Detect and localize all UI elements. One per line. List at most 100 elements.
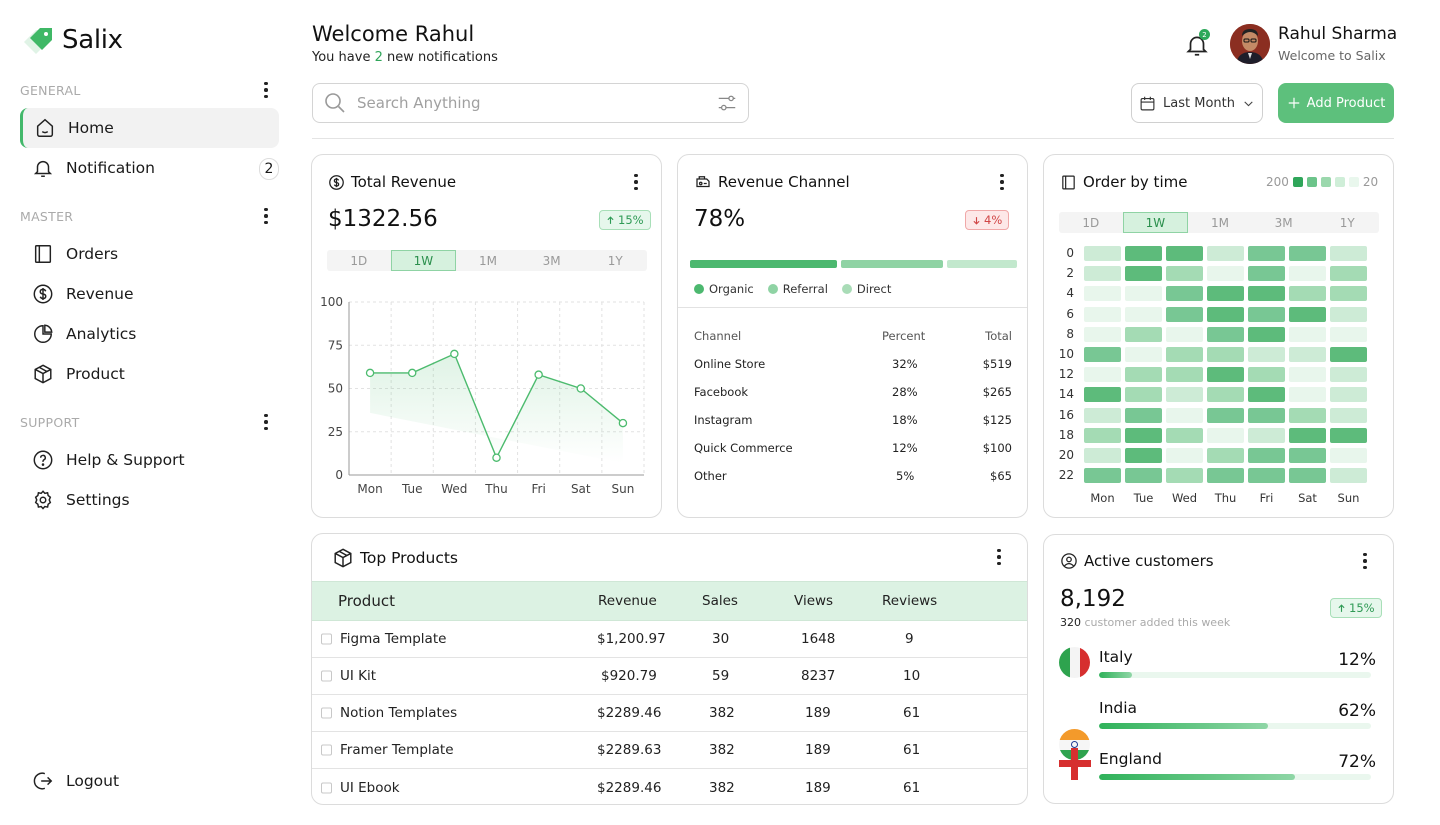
col-views[interactable]: Views (794, 593, 834, 609)
row-checkbox[interactable] (321, 782, 332, 793)
heatmap-cell[interactable] (1125, 387, 1162, 403)
brand-logo[interactable]: Salix (20, 24, 123, 56)
heatmap-cell[interactable] (1248, 387, 1285, 403)
heatmap-cell[interactable] (1125, 306, 1162, 322)
heatmap-cell[interactable] (1248, 347, 1285, 362)
heatmap-cell[interactable] (1166, 427, 1203, 443)
filter-icon[interactable] (716, 92, 738, 114)
heatmap-cell[interactable] (1248, 427, 1285, 443)
heatmap-cell[interactable] (1289, 367, 1326, 383)
heatmap-cell[interactable] (1330, 387, 1367, 403)
heatmap-cell[interactable] (1289, 468, 1326, 484)
data-point[interactable] (407, 368, 417, 378)
heatmap-cell[interactable] (1084, 367, 1121, 383)
date-range-select[interactable]: Last Month (1131, 83, 1263, 123)
heatmap-cell[interactable] (1330, 246, 1367, 261)
add-product-button[interactable]: Add Product (1278, 83, 1394, 123)
heatmap-cell[interactable] (1289, 347, 1326, 362)
row-checkbox[interactable] (321, 707, 332, 719)
top-products-menu-icon[interactable] (990, 547, 1008, 567)
heatmap-cell[interactable] (1330, 326, 1367, 342)
heatmap-cell[interactable] (1125, 407, 1162, 423)
heatmap-cell[interactable] (1166, 347, 1203, 362)
tab-1m[interactable]: 1M (478, 253, 497, 268)
heatmap-cell[interactable] (1289, 246, 1326, 261)
table-row[interactable]: Framer Template $2289.63 382 189 61 (312, 732, 1027, 769)
data-point[interactable] (576, 384, 586, 393)
heatmap-cell[interactable] (1166, 468, 1203, 484)
heatmap-cell[interactable] (1166, 286, 1203, 302)
active-customers-menu-icon[interactable] (1356, 551, 1374, 571)
tab-1w[interactable]: 1W (390, 250, 457, 271)
heatmap-cell[interactable] (1207, 246, 1244, 261)
heatmap-cell[interactable] (1125, 326, 1162, 342)
heatmap-cell[interactable] (1248, 306, 1285, 322)
total-revenue-menu-icon[interactable] (627, 172, 645, 192)
heatmap-cell[interactable] (1330, 448, 1367, 463)
heatmap-cell[interactable] (1166, 246, 1203, 261)
heatmap-cell[interactable] (1207, 427, 1244, 443)
revenue-channel-menu-icon[interactable] (993, 172, 1011, 192)
notification-button[interactable]: 2 (1184, 29, 1210, 58)
tab-1y[interactable]: 1Y (1339, 215, 1355, 230)
heatmap-cell[interactable] (1330, 266, 1367, 282)
col-reviews[interactable]: Reviews (882, 593, 938, 609)
heatmap-cell[interactable] (1207, 286, 1244, 302)
heatmap-cell[interactable] (1207, 448, 1244, 463)
data-point[interactable] (492, 453, 501, 462)
heatmap-cell[interactable] (1084, 286, 1121, 302)
heatmap-cell[interactable] (1125, 448, 1162, 463)
row-checkbox[interactable] (321, 670, 332, 682)
heatmap-cell[interactable] (1125, 367, 1162, 383)
heatmap-cell[interactable] (1248, 326, 1285, 342)
heatmap-cell[interactable] (1289, 306, 1326, 322)
heatmap-cell[interactable] (1207, 407, 1244, 423)
heatmap-cell[interactable] (1125, 347, 1162, 362)
table-row[interactable]: Figma Template $1,200.97 30 1648 9 (312, 621, 1027, 658)
tab-1d[interactable]: 1D (350, 253, 368, 268)
heatmap-cell[interactable] (1207, 367, 1244, 383)
heatmap-cell[interactable] (1084, 387, 1121, 403)
tab-1y[interactable]: 1Y (607, 253, 623, 268)
heatmap-cell[interactable] (1084, 347, 1121, 362)
heatmap-cell[interactable] (1084, 407, 1121, 423)
logout-button[interactable]: Logout (20, 761, 279, 801)
support-menu-icon[interactable] (257, 412, 275, 432)
tab-3m[interactable]: 3M (1274, 215, 1293, 230)
heatmap-cell[interactable] (1166, 387, 1203, 403)
heatmap-cell[interactable] (1207, 306, 1244, 322)
heatmap-cell[interactable] (1248, 266, 1285, 282)
avatar[interactable] (1230, 24, 1270, 64)
tab-1m[interactable]: 1M (1210, 215, 1229, 230)
heatmap-cell[interactable] (1207, 266, 1244, 282)
heatmap-cell[interactable] (1330, 286, 1367, 302)
heatmap-cell[interactable] (1248, 246, 1285, 261)
row-checkbox[interactable] (321, 633, 332, 645)
heatmap-cell[interactable] (1289, 326, 1326, 342)
data-point[interactable] (450, 349, 459, 359)
sidebar-item-help-support[interactable]: Help & Support (20, 440, 279, 480)
col-product[interactable]: Product (338, 592, 395, 610)
sidebar-item-home[interactable]: Home (20, 108, 279, 148)
tab-3m[interactable]: 3M (542, 253, 561, 268)
heatmap-cell[interactable] (1330, 468, 1367, 484)
heatmap-cell[interactable] (1289, 387, 1326, 403)
heatmap-cell[interactable] (1330, 306, 1367, 322)
heatmap-cell[interactable] (1084, 326, 1121, 342)
heatmap-cell[interactable] (1248, 367, 1285, 383)
search-bar[interactable] (312, 83, 749, 123)
table-row[interactable]: UI Kit $920.79 59 8237 10 (312, 658, 1027, 695)
heatmap-cell[interactable] (1084, 246, 1121, 261)
sidebar-item-orders[interactable]: Orders (20, 234, 279, 274)
heatmap-cell[interactable] (1248, 407, 1285, 423)
heatmap-cell[interactable] (1289, 407, 1326, 423)
heatmap-cell[interactable] (1084, 266, 1121, 282)
heatmap-cell[interactable] (1289, 266, 1326, 282)
heatmap-cell[interactable] (1125, 427, 1162, 443)
table-row[interactable]: UI Ebook $2289.46 382 189 61 (312, 769, 1027, 804)
heatmap-cell[interactable] (1248, 448, 1285, 463)
heatmap-cell[interactable] (1330, 407, 1367, 423)
heatmap-cell[interactable] (1248, 468, 1285, 484)
heatmap-cell[interactable] (1084, 427, 1121, 443)
heatmap-cell[interactable] (1166, 326, 1203, 342)
